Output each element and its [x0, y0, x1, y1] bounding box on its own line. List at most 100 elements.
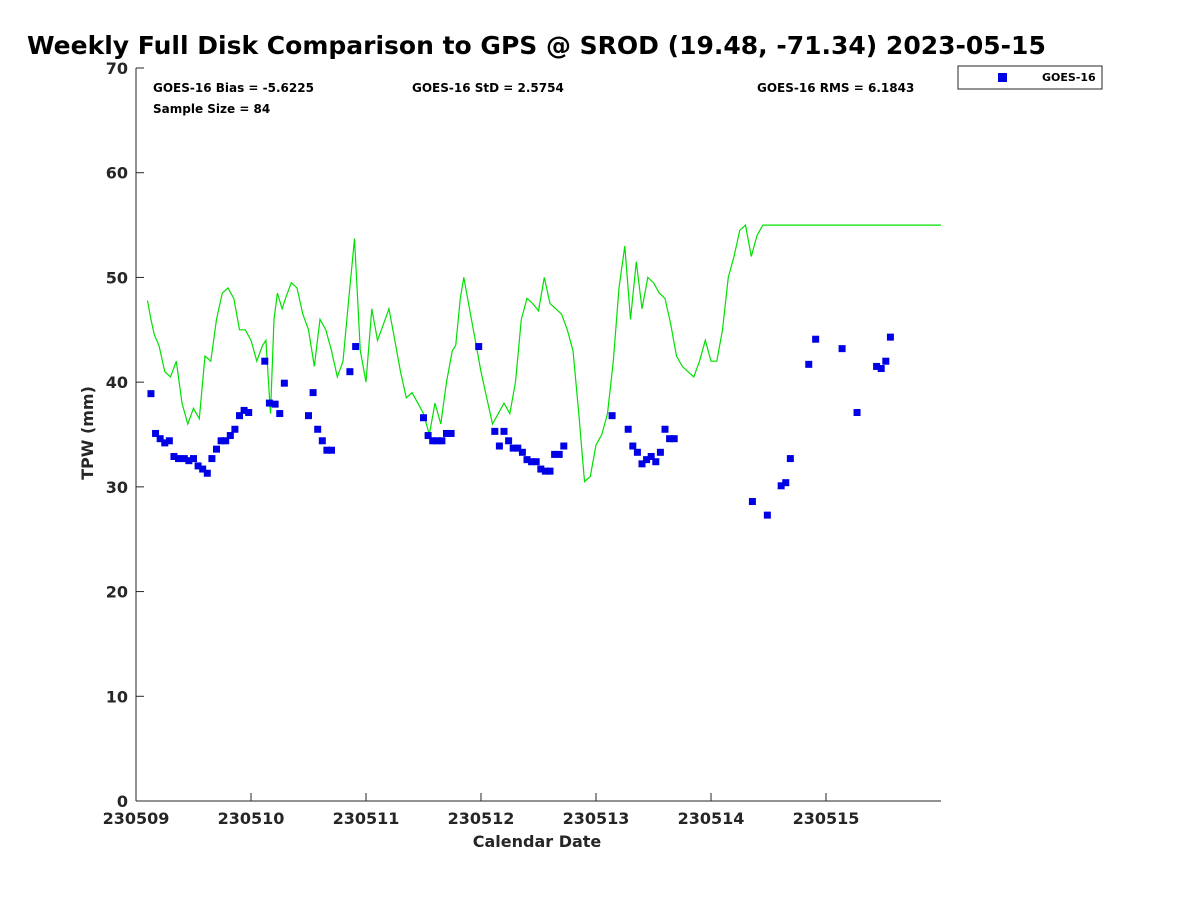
- goes-point: [261, 357, 269, 365]
- goes-point: [514, 444, 522, 452]
- goes-point: [777, 482, 785, 490]
- goes-point: [280, 379, 288, 387]
- goes-point: [763, 511, 771, 519]
- y-tick-label: 50: [106, 268, 128, 287]
- x-tick-label: 230515: [793, 809, 860, 828]
- x-tick-label: 230513: [563, 809, 630, 828]
- goes-point: [161, 439, 169, 447]
- goes-point: [666, 435, 674, 443]
- goes-point: [500, 427, 508, 435]
- y-tick-label: 40: [106, 373, 128, 392]
- goes-point: [786, 455, 794, 463]
- goes-point: [528, 458, 536, 466]
- goes-point: [190, 455, 197, 463]
- goes-point: [346, 368, 354, 376]
- goes-point: [265, 399, 273, 407]
- goes-point: [647, 452, 655, 460]
- goes-point: [518, 448, 526, 456]
- goes-point: [782, 479, 790, 487]
- gps-series: [146, 223, 941, 483]
- goes-point: [882, 357, 890, 365]
- y-axis-ticks: 0 10 20 30 40 50 60 70: [106, 59, 144, 811]
- goes-point: [420, 414, 427, 422]
- goes-point: [276, 410, 284, 418]
- goes-point: [352, 343, 360, 351]
- goes-point: [608, 412, 616, 420]
- goes-point: [652, 458, 660, 466]
- goes-point: [226, 432, 234, 440]
- goes-point: [185, 457, 193, 465]
- goes-point: [475, 343, 483, 351]
- goes-point: [231, 425, 239, 433]
- goes-point: [217, 437, 225, 445]
- goes-point: [318, 437, 326, 445]
- goes-point: [203, 469, 211, 477]
- goes-point: [629, 442, 637, 450]
- goes-point: [236, 412, 243, 420]
- goes-point: [643, 456, 651, 464]
- y-tick-label: 20: [106, 583, 128, 602]
- goes-point: [213, 445, 220, 453]
- x-axis-label: Calendar Date: [473, 832, 602, 851]
- rms-stat: GOES-16 RMS = 6.1843: [757, 81, 914, 95]
- chart-title: Weekly Full Disk Comparison to GPS @ SRO…: [27, 31, 1046, 60]
- goes-point: [633, 448, 641, 456]
- goes-point: [546, 467, 554, 475]
- y-tick-label: 30: [106, 478, 128, 497]
- goes-point: [147, 390, 155, 398]
- goes-point: [222, 437, 230, 445]
- goes-point: [812, 335, 820, 343]
- goes-point: [532, 458, 540, 466]
- goes-point: [495, 442, 503, 450]
- goes-point: [208, 455, 216, 463]
- goes-point: [438, 437, 446, 445]
- x-axis-ticks: 230509 230510 230511 230512 230513 230514 2305…: [103, 793, 860, 828]
- goes-point: [624, 425, 632, 433]
- goes-point: [433, 437, 441, 445]
- goes-point: [314, 425, 322, 433]
- goes-16-series: [147, 333, 894, 519]
- goes-point: [156, 435, 164, 443]
- goes-point: [661, 425, 669, 433]
- goes-point: [323, 446, 331, 454]
- goes-point: [748, 498, 756, 506]
- goes-point: [429, 437, 437, 445]
- goes-point: [152, 429, 160, 437]
- goes-point: [656, 448, 664, 456]
- x-tick-label: 230510: [218, 809, 285, 828]
- goes-point: [877, 365, 885, 373]
- sample-size-stat: Sample Size = 84: [153, 102, 270, 116]
- goes-point: [537, 465, 545, 473]
- x-tick-label: 230514: [678, 809, 745, 828]
- goes-point: [853, 409, 861, 417]
- goes-point: [838, 345, 846, 353]
- goes-point: [180, 455, 188, 463]
- y-tick-label: 10: [106, 687, 128, 706]
- goes-point: [328, 446, 335, 454]
- goes-point: [199, 465, 207, 473]
- goes-point: [245, 409, 253, 417]
- goes-point: [175, 455, 183, 463]
- goes-point: [551, 450, 559, 458]
- goes-point: [886, 333, 894, 341]
- legend-box: [957, 65, 1103, 90]
- goes-point: [555, 450, 563, 458]
- goes-point: [240, 406, 248, 414]
- goes-point: [560, 442, 568, 450]
- goes-point: [873, 362, 881, 370]
- goes-point: [305, 412, 312, 420]
- goes-point: [509, 444, 517, 452]
- legend-label: GOES-16: [1042, 71, 1096, 84]
- goes-point: [443, 429, 450, 437]
- x-tick-label: 230509: [103, 809, 170, 828]
- y-axis-label: TPW (mm): [78, 386, 97, 480]
- x-tick-label: 230511: [333, 809, 400, 828]
- goes-point: [523, 456, 531, 464]
- goes-point: [165, 437, 173, 445]
- goes-point: [505, 437, 513, 445]
- y-tick-label: 0: [117, 792, 128, 811]
- legend: GOES-16: [957, 65, 1103, 90]
- x-tick-label: 230512: [448, 809, 515, 828]
- goes-point: [309, 389, 317, 397]
